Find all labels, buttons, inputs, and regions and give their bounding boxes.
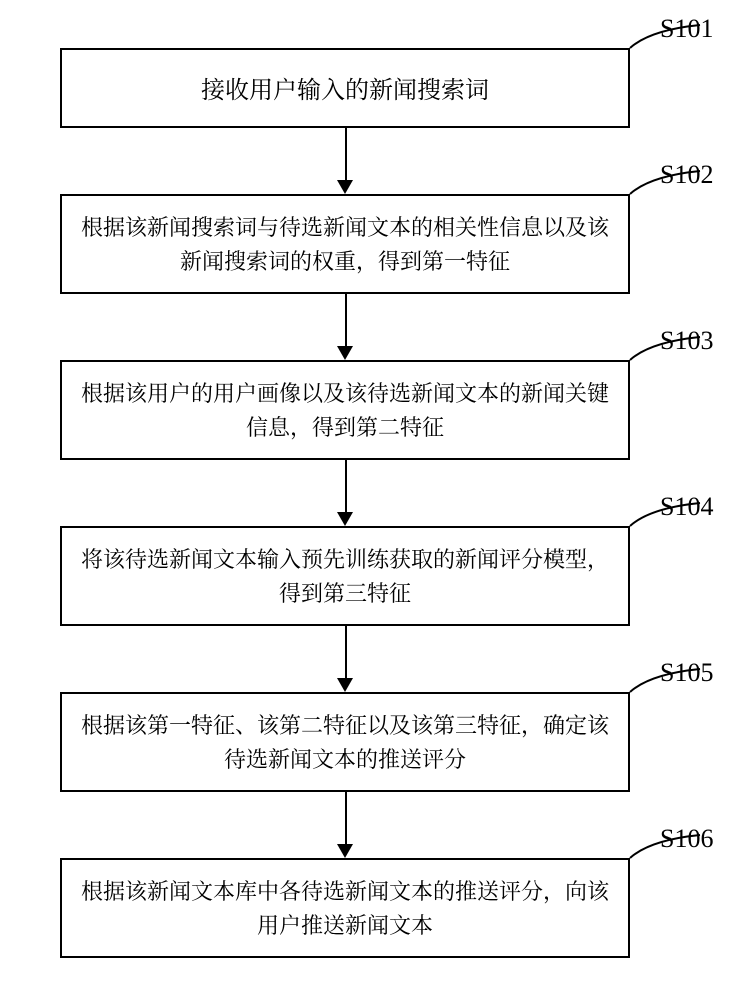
flowchart-canvas: 接收用户输入的新闻搜索词 S101 根据该新闻搜索词与待选新闻文本的相关性信息以…: [0, 0, 753, 1000]
step-label-s102: S102: [660, 160, 713, 190]
step-label-s101: S101: [660, 14, 713, 44]
callout-s106: [0, 0, 753, 1000]
arrow-head-icon: [337, 180, 353, 194]
edge-s105-s106: [345, 792, 347, 844]
callout-s105: [0, 0, 753, 1000]
edge-s102-s103: [345, 294, 347, 346]
edge-s101-s102: [345, 128, 347, 180]
callout-s102: [0, 0, 753, 1000]
callout-s104: [0, 0, 753, 1000]
callout-s103: [0, 0, 753, 1000]
step-s106: 根据该新闻文本库中各待选新闻文本的推送评分，向该用户推送新闻文本: [60, 858, 630, 958]
step-text: 根据该新闻文本库中各待选新闻文本的推送评分，向该用户推送新闻文本: [76, 874, 614, 942]
arrow-head-icon: [337, 844, 353, 858]
step-s104: 将该待选新闻文本输入预先训练获取的新闻评分模型，得到第三特征: [60, 526, 630, 626]
step-label-s104: S104: [660, 492, 713, 522]
step-s105: 根据该第一特征、该第二特征以及该第三特征，确定该待选新闻文本的推送评分: [60, 692, 630, 792]
edge-s104-s105: [345, 626, 347, 678]
step-text: 根据该新闻搜索词与待选新闻文本的相关性信息以及该新闻搜索词的权重，得到第一特征: [76, 210, 614, 278]
step-s101: 接收用户输入的新闻搜索词: [60, 48, 630, 128]
step-text: 根据该用户的用户画像以及该待选新闻文本的新闻关键信息，得到第二特征: [76, 376, 614, 444]
step-text: 根据该第一特征、该第二特征以及该第三特征，确定该待选新闻文本的推送评分: [76, 708, 614, 776]
arrow-head-icon: [337, 346, 353, 360]
step-text: 将该待选新闻文本输入预先训练获取的新闻评分模型，得到第三特征: [76, 542, 614, 610]
step-label-s105: S105: [660, 658, 713, 688]
step-s103: 根据该用户的用户画像以及该待选新闻文本的新闻关键信息，得到第二特征: [60, 360, 630, 460]
arrow-head-icon: [337, 678, 353, 692]
step-text: 接收用户输入的新闻搜索词: [201, 69, 489, 106]
arrow-head-icon: [337, 512, 353, 526]
step-label-s106: S106: [660, 824, 713, 854]
edge-s103-s104: [345, 460, 347, 512]
step-label-s103: S103: [660, 326, 713, 356]
step-s102: 根据该新闻搜索词与待选新闻文本的相关性信息以及该新闻搜索词的权重，得到第一特征: [60, 194, 630, 294]
callout-s101: [0, 0, 753, 1000]
